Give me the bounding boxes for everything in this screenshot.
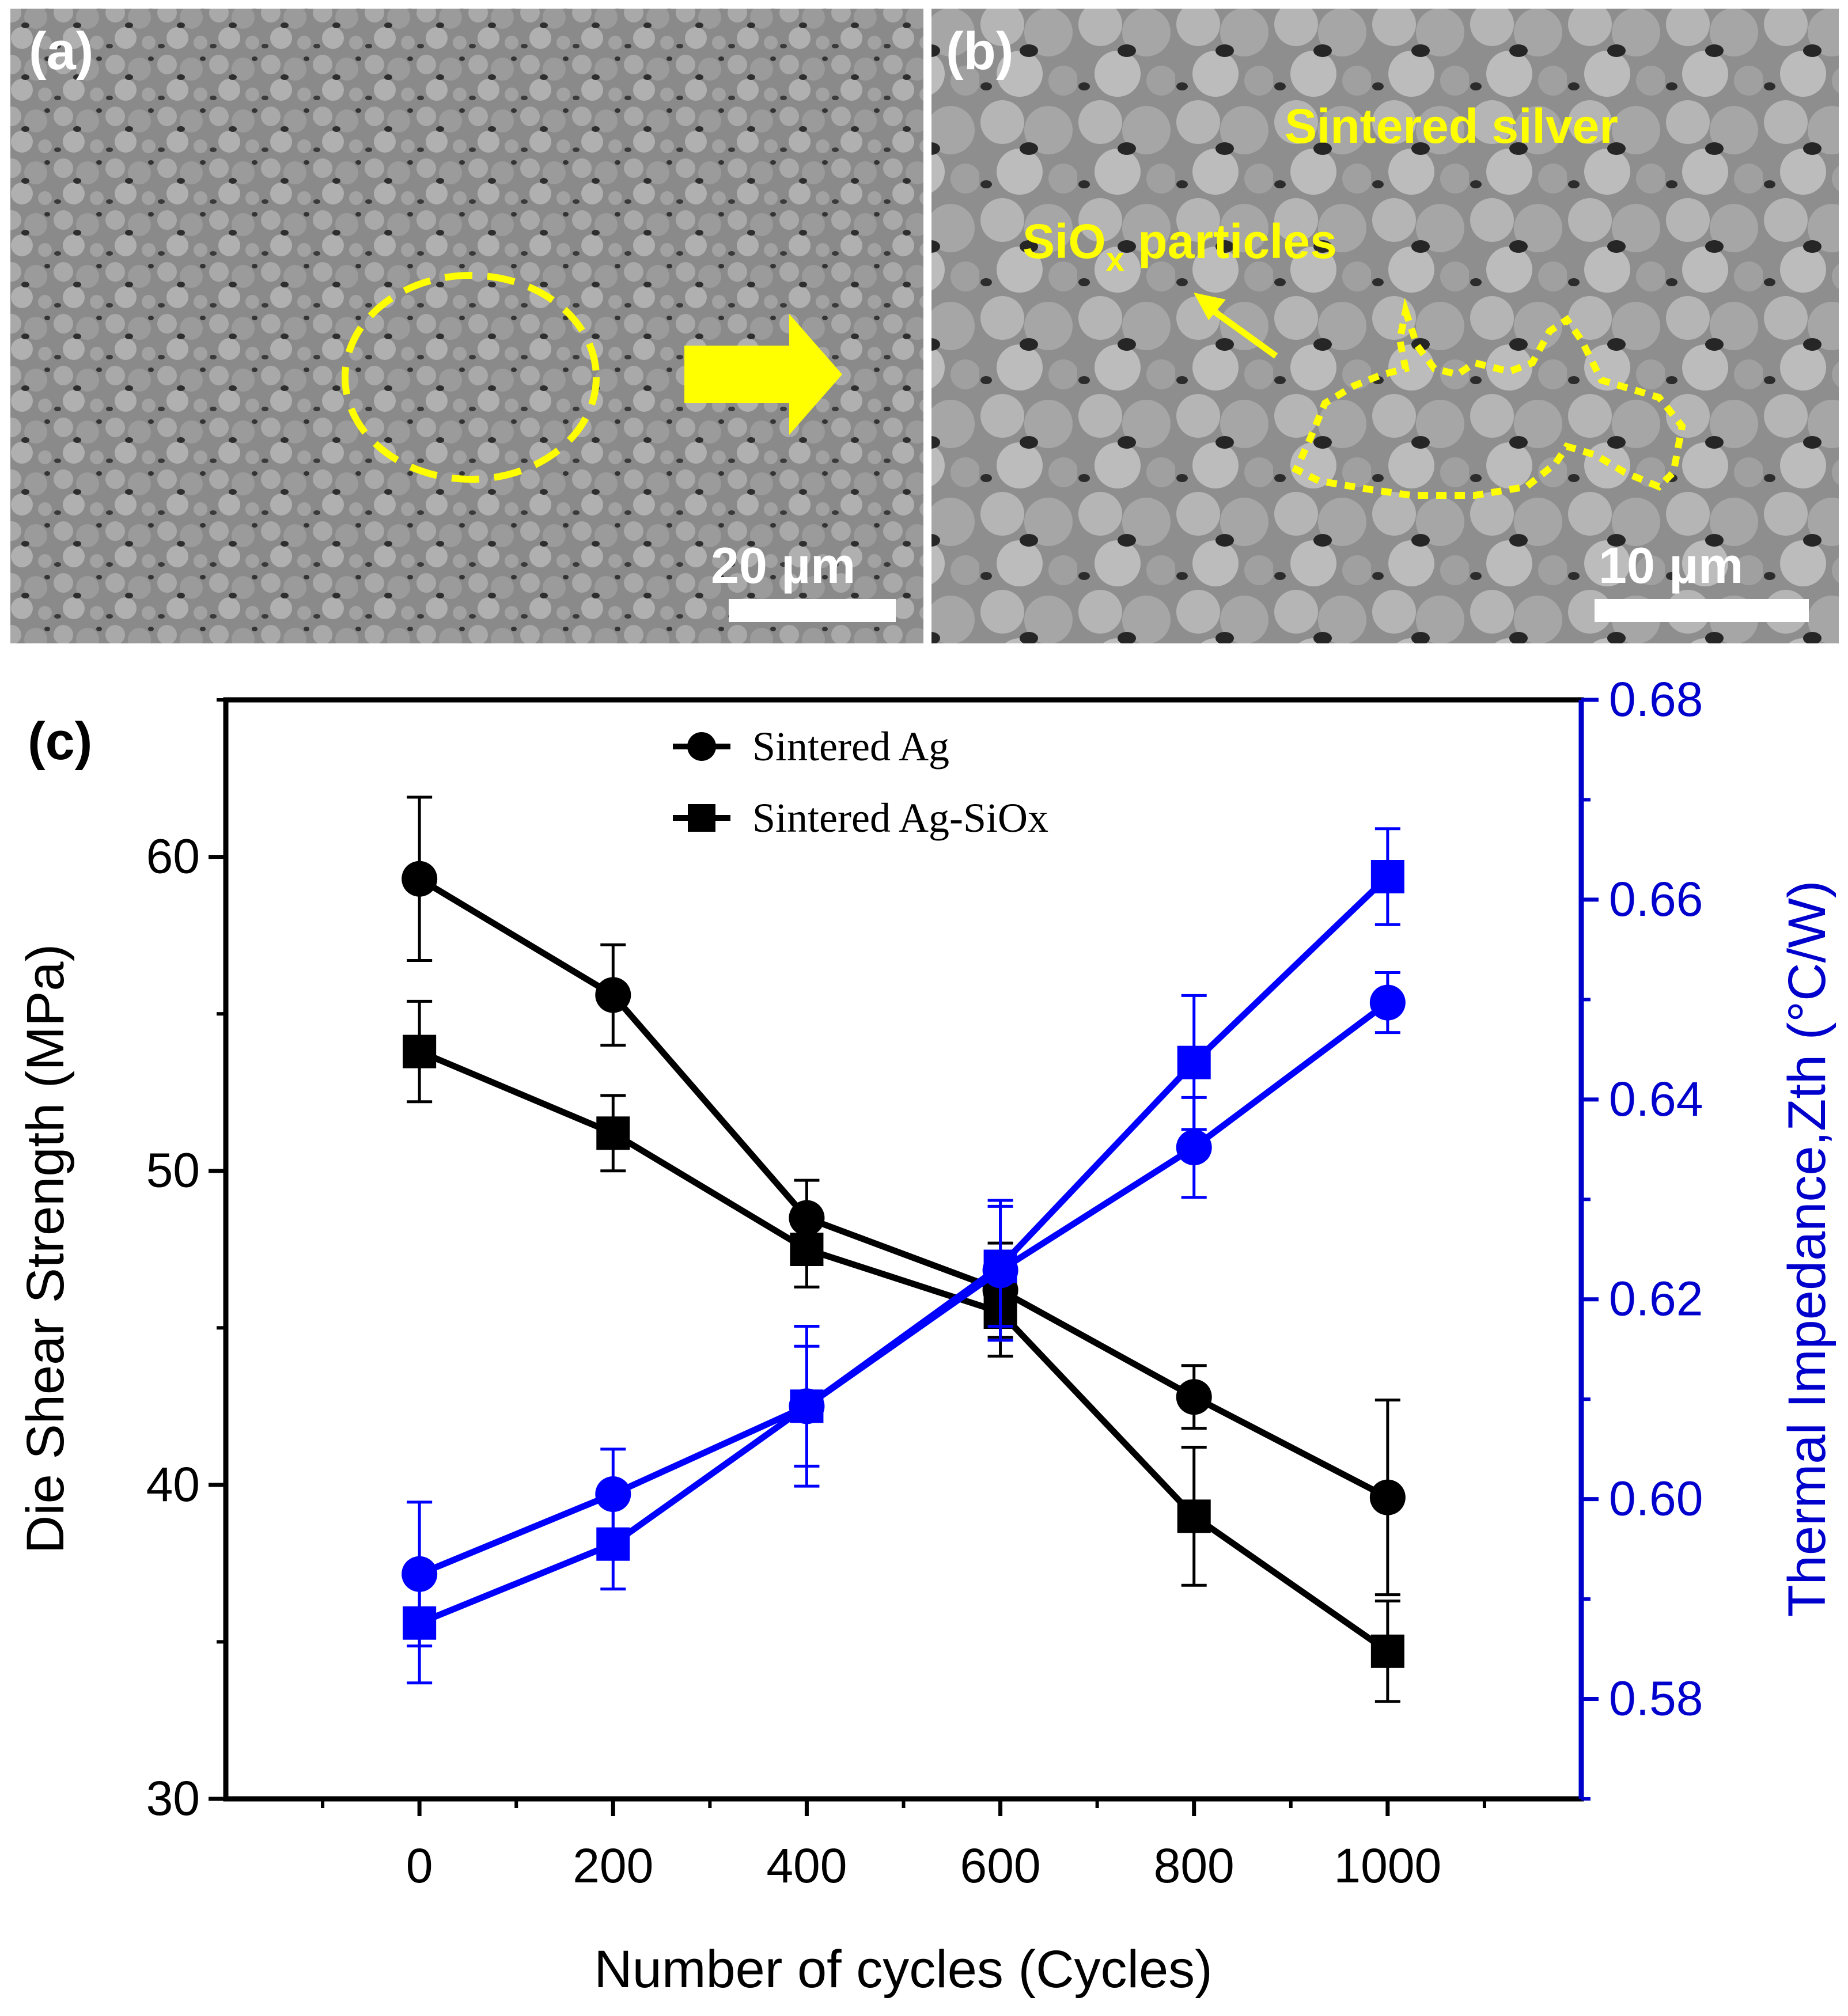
data-point <box>596 1527 630 1561</box>
scale-bar-label-b: 10 µm <box>1599 537 1743 594</box>
sem-image-a <box>10 9 923 643</box>
x-tick-label: 0 <box>406 1839 433 1893</box>
panel-a: (a) 20 µm <box>10 9 923 643</box>
y-right-tick-label: 0.68 <box>1609 672 1703 726</box>
scale-bar-b <box>1595 599 1809 622</box>
highlight-ellipse-a <box>342 272 600 483</box>
y-axis-title-left: Die Shear Strength (MPa) <box>16 944 75 1553</box>
series-line <box>418 876 1389 1500</box>
scale-bar-a <box>729 599 896 622</box>
data-point <box>595 977 631 1013</box>
legend-label-sintered-ag-siox: Sintered Ag-SiOx <box>752 795 1048 841</box>
y-left-tick-label: 60 <box>146 829 200 884</box>
y-right-tick-label: 0.60 <box>1609 1472 1703 1526</box>
annotation-arrow-line <box>1207 305 1278 359</box>
y-left-tick-label: 50 <box>146 1143 200 1198</box>
highlight-region-b <box>1292 297 1686 499</box>
tick-labels-layer: 0 200 400 600 800 1000 30 40 50 60 0.58 0.60 0.62 0.6… <box>146 672 1703 1893</box>
data-point <box>1370 860 1404 894</box>
y-left-tick-label: 40 <box>146 1457 200 1511</box>
legend: Sintered Ag Sintered Ag-SiOx <box>673 723 1048 841</box>
series-line <box>418 1000 1390 1577</box>
panel-c-label: (c) <box>28 712 92 771</box>
annotation-particles: SiOx particles <box>1023 214 1337 278</box>
series-1 <box>403 999 1404 1703</box>
y-right-tick-label: 0.66 <box>1609 872 1703 926</box>
x-tick-label: 600 <box>960 1839 1040 1893</box>
y-right-tick-label: 0.58 <box>1609 1672 1703 1726</box>
ticks-layer <box>209 698 1599 1816</box>
legend-marker-sintered-ag-siox <box>688 804 715 832</box>
panel-c-chart: (c) 0 200 400 600 800 1000 30 40 50 60 0.58 0.60 0.6… <box>16 672 1836 1999</box>
data-point <box>595 1476 631 1512</box>
series-2 <box>402 971 1406 1648</box>
panel-b: (b) Sintered silver SiOx particles 10 µm <box>931 9 1839 643</box>
data-point <box>1369 984 1406 1021</box>
data-point <box>790 1233 824 1266</box>
data-point <box>1369 1479 1406 1515</box>
data-point <box>983 1249 1017 1283</box>
y-left-tick-label: 30 <box>146 1771 200 1825</box>
panel-a-label: (a) <box>29 22 93 81</box>
series-line <box>418 874 1390 1626</box>
data-point <box>596 1116 630 1150</box>
series-layer <box>402 795 1406 1703</box>
panel-b-label: (b) <box>946 22 1013 81</box>
x-tick-label: 400 <box>766 1839 847 1893</box>
series-line <box>418 1048 1390 1654</box>
data-point <box>1177 1499 1211 1533</box>
data-point <box>1176 1130 1212 1166</box>
data-point <box>403 1606 437 1640</box>
x-axis-title: Number of cycles (Cycles) <box>594 1940 1213 1999</box>
annotation-sintered-silver: Sintered silver <box>1285 99 1618 153</box>
sem-image-b <box>931 9 1839 643</box>
series-0 <box>402 795 1406 1597</box>
x-tick-label: 1000 <box>1334 1839 1441 1893</box>
annotation-arrow-head-icon <box>1194 293 1226 320</box>
legend-marker-sintered-ag <box>687 732 716 761</box>
data-point <box>403 1034 437 1068</box>
data-point <box>402 861 438 897</box>
arrow-right-icon <box>684 314 842 435</box>
series-3 <box>403 827 1404 1685</box>
scale-bar-label-a: 20 µm <box>711 537 855 594</box>
data-point <box>1176 1379 1212 1415</box>
data-point <box>790 1389 824 1423</box>
legend-label-sintered-ag: Sintered Ag <box>752 723 949 770</box>
data-point <box>1370 1634 1404 1668</box>
y-right-tick-label: 0.64 <box>1609 1072 1703 1126</box>
x-tick-label: 800 <box>1154 1839 1234 1893</box>
y-right-tick-label: 0.62 <box>1609 1272 1703 1326</box>
x-tick-label: 200 <box>573 1839 653 1893</box>
y-axis-title-right: Thermal Impedance,Zth (°C/W) <box>1778 880 1836 1617</box>
data-point <box>1177 1045 1211 1079</box>
